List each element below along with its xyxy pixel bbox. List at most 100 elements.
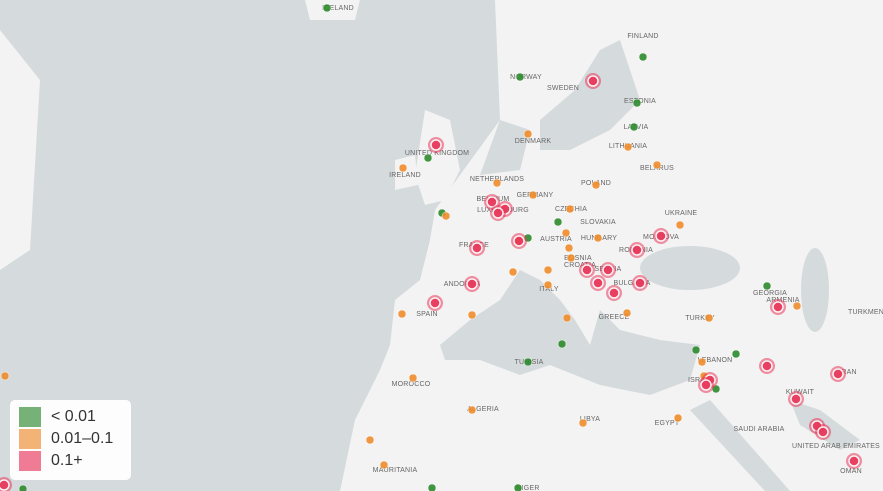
country-label: MAURITANIA xyxy=(373,467,418,474)
marker xyxy=(675,220,685,230)
marker xyxy=(553,217,563,227)
marker xyxy=(581,264,593,276)
marker xyxy=(762,281,772,291)
marker xyxy=(704,313,714,323)
country-label: GREECE xyxy=(599,314,630,321)
sea xyxy=(0,0,860,491)
marker xyxy=(513,235,525,247)
country-label: AUSTRIA xyxy=(540,236,572,243)
marker xyxy=(322,3,332,13)
marker xyxy=(543,265,553,275)
marker xyxy=(523,357,533,367)
marker xyxy=(731,349,741,359)
country-label: SLOVAKIA xyxy=(580,219,616,226)
marker xyxy=(602,264,614,276)
marker xyxy=(622,308,632,318)
country-label: NORWAY xyxy=(510,74,542,81)
country-label: LIBYA xyxy=(580,416,600,423)
marker xyxy=(697,357,707,367)
legend: < 0.01 0.01–0.1 0.1+ xyxy=(10,400,131,480)
marker xyxy=(0,371,10,381)
country-label: BOSNIA xyxy=(564,255,592,262)
marker xyxy=(700,379,712,391)
country-label: LEBANON xyxy=(698,357,733,364)
marker xyxy=(591,180,601,190)
marker xyxy=(772,301,784,313)
marker xyxy=(398,163,408,173)
marker xyxy=(848,455,860,467)
marker xyxy=(492,178,502,188)
marker xyxy=(492,207,504,219)
country-label: CROATIA xyxy=(564,262,596,269)
country-label: FINLAND xyxy=(627,33,658,40)
country-label: UNITED KINGDOM xyxy=(405,150,469,157)
country-label: ARMENIA xyxy=(766,297,799,304)
country-label: SAUDI ARABIA xyxy=(733,426,784,433)
country-label: SPAIN xyxy=(416,311,438,318)
country-label: SWEDEN xyxy=(547,85,579,92)
marker xyxy=(655,230,667,242)
marker xyxy=(379,460,389,470)
marker xyxy=(634,277,646,289)
marker xyxy=(608,287,620,299)
country-label: IRAN xyxy=(839,369,857,376)
legend-swatch xyxy=(19,429,41,449)
marker xyxy=(466,278,478,290)
marker xyxy=(467,405,477,415)
marker xyxy=(430,139,442,151)
country-label: TURKEY xyxy=(685,315,715,322)
marker xyxy=(543,280,553,290)
marker xyxy=(561,228,571,238)
marker xyxy=(564,243,574,253)
marker xyxy=(652,160,662,170)
country-label: UKRAINE xyxy=(665,210,698,217)
marker xyxy=(790,393,802,405)
marker xyxy=(629,122,639,132)
legend-swatch xyxy=(19,451,41,471)
marker xyxy=(397,309,407,319)
marker xyxy=(578,418,588,428)
marker xyxy=(429,297,441,309)
country-label: ITALY xyxy=(539,286,559,293)
marker xyxy=(562,313,572,323)
country-label: DENMARK xyxy=(515,138,552,145)
country-label: NIGER xyxy=(516,485,539,491)
marker xyxy=(691,345,701,355)
marker xyxy=(508,267,518,277)
country-label: ANDORRA xyxy=(444,281,481,288)
country-label: ICELAND xyxy=(322,5,354,12)
legend-label: 0.1+ xyxy=(51,452,83,469)
country-label: GEORGIA xyxy=(753,290,787,297)
marker xyxy=(631,244,643,256)
marker xyxy=(0,479,10,491)
marker xyxy=(427,483,437,491)
marker xyxy=(623,142,633,152)
country-label: OMAN xyxy=(840,468,862,475)
marker xyxy=(566,253,576,263)
marker xyxy=(632,98,642,108)
country-label: ALGERIA xyxy=(467,406,499,413)
legend-swatch xyxy=(19,407,41,427)
marker xyxy=(486,196,498,208)
country-label: UNITED ARAB EMIRATES xyxy=(792,443,880,450)
marker xyxy=(441,211,451,221)
marker xyxy=(673,413,683,423)
marker xyxy=(471,242,483,254)
marker xyxy=(528,190,538,200)
marker xyxy=(587,75,599,87)
marker xyxy=(467,310,477,320)
marker xyxy=(761,360,773,372)
country-label: MOROCCO xyxy=(392,381,431,388)
country-label: IRELAND xyxy=(389,172,421,179)
legend-label: < 0.01 xyxy=(51,408,96,425)
marker xyxy=(832,368,844,380)
country-label: BULGARIA xyxy=(614,280,651,287)
marker xyxy=(523,129,533,139)
legend-label: 0.01–0.1 xyxy=(51,430,113,447)
marker xyxy=(423,153,433,163)
country-label: TURKMEN xyxy=(848,309,883,316)
marker xyxy=(817,426,829,438)
marker xyxy=(557,339,567,349)
marker xyxy=(515,72,525,82)
